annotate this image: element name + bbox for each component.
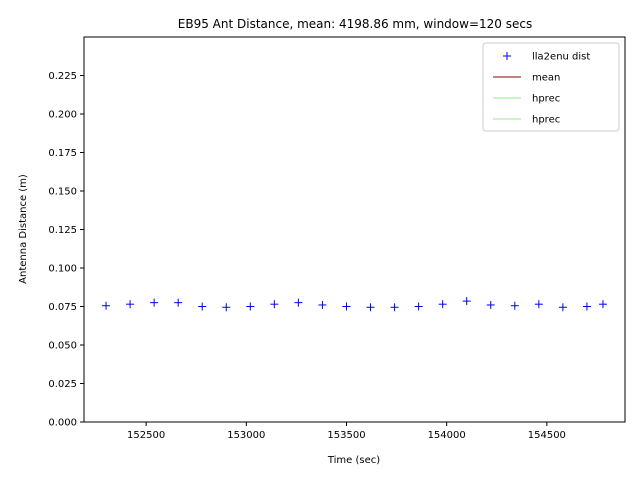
data-point <box>270 300 279 309</box>
data-point <box>558 303 567 312</box>
legend-label: hprec <box>532 94 560 105</box>
data-point <box>414 302 423 311</box>
x-tick-label: 154000 <box>428 430 466 441</box>
data-point <box>598 300 607 309</box>
legend-label: lla2enu dist <box>532 52 590 63</box>
data-point <box>174 298 183 307</box>
data-point <box>534 300 543 309</box>
data-point <box>582 302 591 311</box>
data-point <box>318 300 327 309</box>
data-point <box>342 302 351 311</box>
x-tick-label: 154500 <box>528 430 566 441</box>
data-point <box>294 298 303 307</box>
x-tick-label: 153500 <box>327 430 365 441</box>
x-tick-label: 153000 <box>227 430 265 441</box>
x-tick-label: 152500 <box>127 430 165 441</box>
y-tick-label: 0.050 <box>48 341 77 352</box>
legend-item: hprec <box>493 94 560 105</box>
data-point <box>150 298 159 307</box>
data-point <box>438 300 447 309</box>
legend-label: hprec <box>532 115 560 126</box>
y-tick-label: 0.150 <box>48 187 77 198</box>
legend-item: hprec <box>493 115 560 126</box>
data-point <box>198 302 207 311</box>
data-point <box>486 300 495 309</box>
y-axis-label: Antenna Distance (m) <box>18 174 29 284</box>
plot-frame <box>83 36 626 423</box>
legend-item: mean <box>493 73 560 84</box>
legend-label: mean <box>532 73 560 84</box>
data-points <box>102 297 607 312</box>
data-point <box>510 301 519 310</box>
y-tick-label: 0.175 <box>48 148 77 159</box>
y-tick-label: 0.000 <box>48 418 77 429</box>
chart-title: EB95 Ant Distance, mean: 4198.86 mm, win… <box>178 17 532 31</box>
data-point <box>126 300 135 309</box>
y-tick-label: 0.125 <box>48 225 77 236</box>
legend: lla2enu dist mean hprec hprec <box>482 42 620 132</box>
y-tick-label: 0.100 <box>48 264 77 275</box>
x-axis-label: Time (sec) <box>327 455 380 466</box>
data-point <box>222 303 231 312</box>
data-point <box>390 303 399 312</box>
y-tick-label: 0.225 <box>48 71 77 82</box>
data-point <box>366 303 375 312</box>
y-tick-label: 0.025 <box>48 379 77 390</box>
data-point <box>246 302 255 311</box>
legend-item: lla2enu dist <box>503 52 590 63</box>
x-axis: 152500 153000 153500 154000 154500 <box>127 422 566 441</box>
y-axis: 0.000 0.025 0.050 0.075 0.100 0.125 0.150 0.175… <box>48 71 84 429</box>
y-tick-label: 0.075 <box>48 302 77 313</box>
data-point <box>102 301 111 310</box>
y-tick-label: 0.200 <box>48 110 77 121</box>
legend-frame <box>482 42 620 132</box>
data-point <box>462 297 471 306</box>
